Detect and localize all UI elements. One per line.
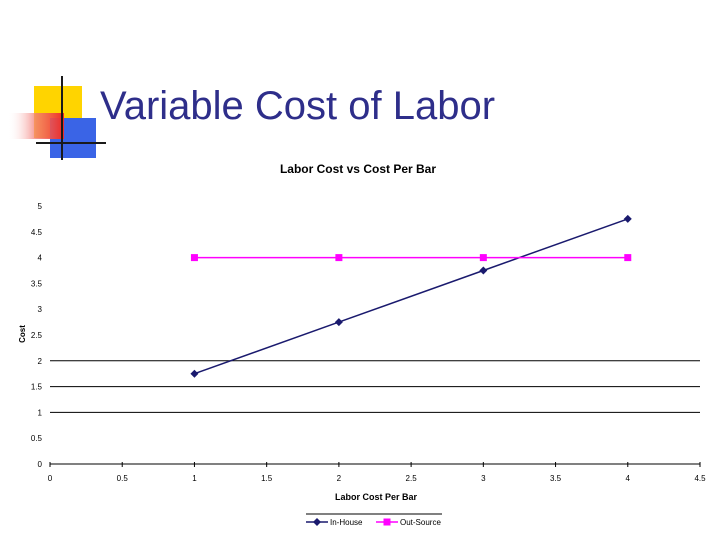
y-tick-label: 3 (38, 305, 43, 314)
data-point-in-house (479, 266, 488, 275)
x-tick-label: 0 (48, 474, 53, 483)
y-tick-label: 3.5 (31, 279, 43, 288)
data-point-out-source (624, 254, 632, 262)
legend-label-out-source: Out-Source (400, 518, 441, 527)
y-tick-label: 1.5 (31, 383, 43, 392)
x-tick-label: 3.5 (550, 474, 562, 483)
data-point-in-house (623, 214, 632, 223)
y-axis-label: Cost (18, 325, 27, 343)
legend: In-House Out-Source (306, 513, 442, 527)
data-point-out-source (190, 254, 198, 262)
chart-title: Labor Cost vs Cost Per Bar (280, 162, 436, 176)
y-tick-label: 0.5 (31, 434, 43, 443)
y-tick-label: 1 (38, 408, 43, 417)
legend-marker-out-source (383, 518, 391, 526)
x-tick-label: 4 (626, 474, 631, 483)
logo-graphic (8, 76, 106, 160)
y-tick-label: 4.5 (31, 228, 43, 237)
data-point-out-source (479, 254, 487, 262)
y-tick-label: 4 (38, 254, 43, 263)
slide-title: Variable Cost of Labor (100, 84, 496, 128)
data-point-out-source (335, 254, 343, 262)
x-tick-label: 3 (481, 474, 486, 483)
data-point-in-house (334, 318, 343, 327)
x-tick-label: 2 (337, 474, 342, 483)
data-point-in-house (190, 369, 199, 378)
y-tick-label: 0 (38, 460, 43, 469)
legend-marker-in-house (313, 518, 321, 526)
x-axis-label: Labor Cost Per Bar (335, 492, 418, 502)
series-line-in-house (194, 218, 629, 375)
x-tick-label: 1 (192, 474, 197, 483)
x-tick-label: 4.5 (694, 474, 706, 483)
x-tick-label: 2.5 (406, 474, 418, 483)
logo-red-bar (8, 113, 64, 139)
y-tick-label: 2.5 (31, 331, 43, 340)
x-tick-label: 1.5 (261, 474, 273, 483)
y-tick-label: 2 (38, 357, 43, 366)
x-tick-label: 0.5 (117, 474, 129, 483)
y-tick-label: 5 (38, 202, 43, 211)
legend-label-in-house: In-House (330, 518, 363, 527)
